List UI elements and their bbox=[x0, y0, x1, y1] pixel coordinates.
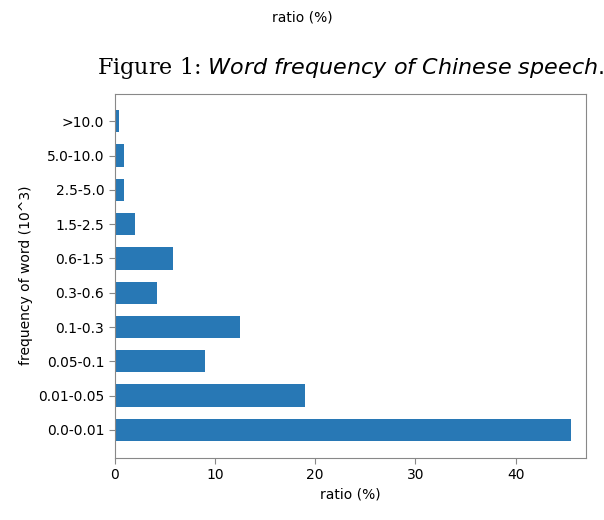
Bar bbox=[115, 145, 124, 167]
Bar bbox=[115, 384, 305, 407]
Bar bbox=[115, 316, 240, 338]
Bar bbox=[115, 350, 205, 372]
Bar bbox=[115, 248, 173, 269]
Y-axis label: frequency of word (10^3): frequency of word (10^3) bbox=[19, 186, 33, 366]
Title: Figure 1: $\mathit{Word\ frequency\ of\ Chinese\ speech.}$: Figure 1: $\mathit{Word\ frequency\ of\ … bbox=[97, 55, 604, 81]
Bar bbox=[115, 179, 124, 201]
Bar bbox=[115, 282, 157, 304]
Bar bbox=[115, 110, 119, 133]
Text: ratio (%): ratio (%) bbox=[272, 10, 332, 24]
Bar bbox=[115, 419, 571, 441]
Bar bbox=[115, 213, 135, 236]
X-axis label: ratio (%): ratio (%) bbox=[320, 488, 381, 502]
